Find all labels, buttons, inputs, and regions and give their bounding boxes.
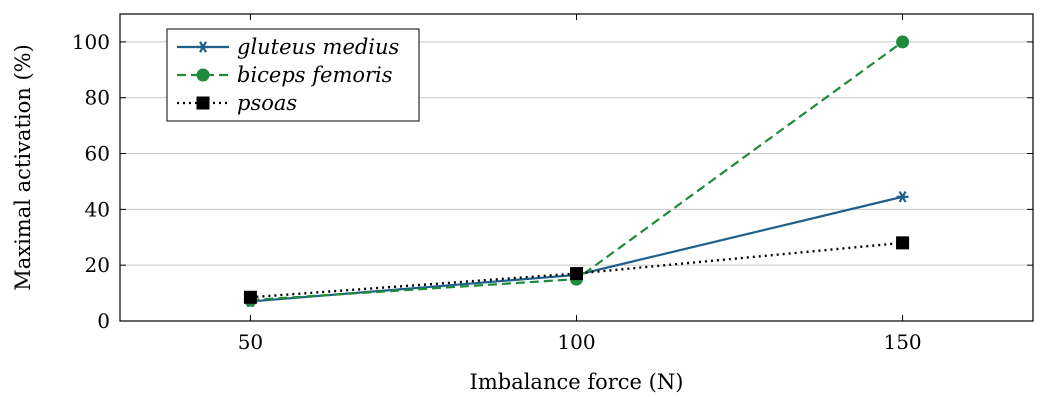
data-point: [896, 35, 910, 49]
x-tick-label: 50: [238, 330, 263, 354]
legend-item: biceps femoris: [177, 63, 393, 87]
legend-marker: [196, 96, 210, 110]
legend-label: biceps femoris: [237, 63, 393, 87]
axis-ticks: 0 20 40 60 80 100 50 100 150: [72, 14, 1033, 354]
legend-item: psoas: [177, 91, 297, 115]
series-line: [250, 195, 903, 303]
y-tick-label: 60: [85, 142, 110, 166]
legend-marker: [197, 41, 209, 53]
y-tick-label: 0: [97, 309, 110, 333]
legend-marker: [196, 68, 210, 82]
y-tick-label: 80: [85, 86, 110, 110]
legend-item: gluteus medius: [177, 35, 400, 59]
legend: gluteus medius biceps femoris psoas: [166, 28, 420, 122]
data-point: [896, 236, 910, 250]
legend-label: psoas: [237, 91, 297, 115]
x-tick-label: 150: [883, 330, 921, 354]
data-point: [570, 267, 583, 281]
y-axis-label: Maximal activation (%): [11, 44, 35, 291]
y-tick-label: 100: [72, 30, 110, 54]
data-point: [896, 191, 909, 203]
data-point: [243, 290, 257, 304]
x-tick-label: 100: [557, 330, 595, 354]
series-layer: [243, 35, 910, 308]
y-tick-label: 20: [85, 253, 110, 277]
legend-label: gluteus medius: [237, 35, 400, 59]
series-line: [250, 241, 903, 299]
series-psoas: [243, 236, 910, 304]
y-tick-label: 40: [85, 197, 110, 221]
x-axis-label: Imbalance force (N): [470, 370, 684, 394]
